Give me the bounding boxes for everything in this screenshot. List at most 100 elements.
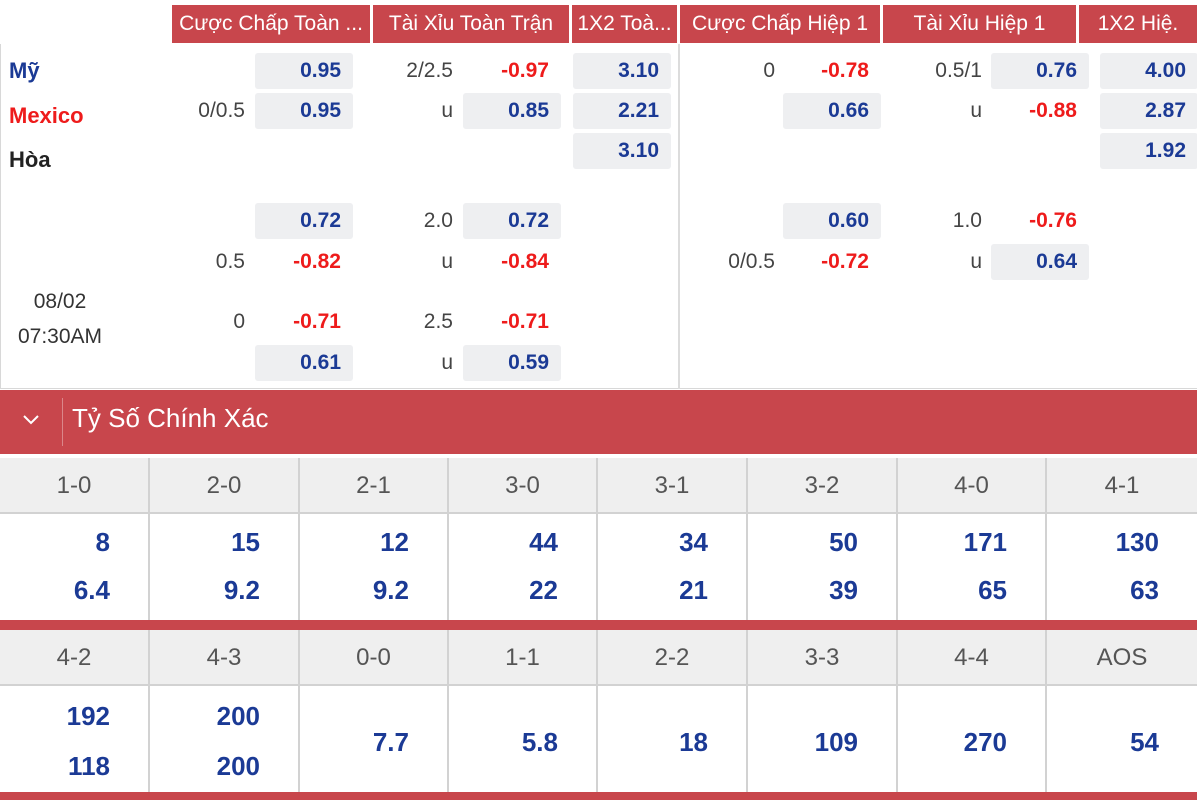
score-odd-a[interactable]: 34 bbox=[679, 527, 708, 557]
col-header-h1-over-under[interactable]: Tài Xỉu Hiệp 1 bbox=[883, 5, 1076, 43]
h1-ou-under-odd[interactable]: -0.88 bbox=[1029, 99, 1077, 122]
score-header: 2-1 bbox=[300, 458, 449, 514]
score-cell[interactable]: 15 9.2 bbox=[150, 514, 300, 620]
score-cell[interactable]: 130 63 bbox=[1047, 514, 1197, 620]
h1-hdp-line: 0 bbox=[763, 59, 775, 82]
ft-ou-under-label: u bbox=[441, 250, 453, 273]
ft-1x2-draw-odd[interactable]: 3.10 bbox=[573, 133, 671, 169]
score-cell[interactable]: 34 21 bbox=[598, 514, 748, 620]
ft-ou-under-odd[interactable]: 0.85 bbox=[463, 93, 561, 129]
score-odd-a[interactable]: 18 bbox=[679, 727, 708, 757]
score-odd-b[interactable]: 21 bbox=[679, 575, 708, 605]
score-cell[interactable]: 8 6.4 bbox=[0, 514, 150, 620]
score-cell[interactable]: 171 65 bbox=[898, 514, 1047, 620]
match-time: 07:30AM bbox=[17, 325, 103, 348]
score-odd-a[interactable]: 192 bbox=[66, 701, 110, 731]
score-odd-b[interactable]: 63 bbox=[1130, 575, 1159, 605]
score-cell[interactable]: 5.8 bbox=[449, 686, 598, 792]
h1-ou-under-odd[interactable]: 0.64 bbox=[991, 244, 1089, 280]
draw-label: Hòa bbox=[9, 147, 51, 172]
score-header: 3-3 bbox=[748, 630, 898, 686]
correct-score-grid-1: 1-0 2-0 2-1 3-0 3-1 3-2 4-0 4-1 8 6.4 15… bbox=[0, 458, 1197, 620]
ft-ou-over-odd[interactable]: -0.97 bbox=[501, 59, 549, 82]
section-title: Tỷ Số Chính Xác bbox=[72, 403, 269, 433]
h1-ou-over-odd[interactable]: 0.76 bbox=[991, 53, 1089, 89]
score-odd-b[interactable]: 118 bbox=[68, 751, 110, 781]
score-cell[interactable]: 50 39 bbox=[748, 514, 898, 620]
score-odd-a[interactable]: 109 bbox=[814, 727, 858, 757]
score-header: 4-1 bbox=[1047, 458, 1197, 514]
score-cell[interactable]: 7.7 bbox=[300, 686, 449, 792]
score-cell[interactable]: 270 bbox=[898, 686, 1047, 792]
score-odd-a[interactable]: 44 bbox=[529, 527, 558, 557]
toggle-divider bbox=[62, 398, 63, 446]
score-cell[interactable]: 54 bbox=[1047, 686, 1197, 792]
score-header: 1-0 bbox=[0, 458, 150, 514]
score-odd-a[interactable]: 7.7 bbox=[372, 727, 409, 757]
score-odd-a[interactable]: 130 bbox=[1115, 527, 1159, 557]
score-odd-a[interactable]: 171 bbox=[963, 527, 1007, 557]
score-odd-b[interactable]: 200 bbox=[216, 751, 260, 781]
h1-ou-under-label: u bbox=[970, 250, 982, 273]
score-cell[interactable]: 192 118 bbox=[0, 686, 150, 792]
h1-ou-line: 1.0 bbox=[952, 209, 982, 232]
col-header-ft-handicap[interactable]: Cược Chấp Toàn ... bbox=[172, 5, 370, 43]
score-odd-b[interactable]: 65 bbox=[978, 575, 1007, 605]
col-header-h1-1x2[interactable]: 1X2 Hiệ. bbox=[1079, 5, 1197, 43]
ft-ou-under-odd[interactable]: 0.59 bbox=[463, 345, 561, 381]
ft-1x2-away-odd[interactable]: 2.21 bbox=[573, 93, 671, 129]
score-cell[interactable]: 109 bbox=[748, 686, 898, 792]
score-odd-a[interactable]: 50 bbox=[829, 527, 858, 557]
ft-hdp-home-odd[interactable]: 0.95 bbox=[255, 53, 353, 89]
score-odd-a[interactable]: 12 bbox=[380, 527, 409, 557]
ft-hdp-home-odd[interactable]: -0.71 bbox=[293, 310, 341, 333]
half-divider bbox=[678, 44, 680, 389]
score-header: 3-0 bbox=[449, 458, 598, 514]
h1-hdp-home-odd[interactable]: -0.78 bbox=[821, 59, 869, 82]
team-away: Mexico bbox=[9, 103, 84, 128]
score-odd-b[interactable]: 22 bbox=[529, 575, 558, 605]
score-odd-b[interactable]: 6.4 bbox=[73, 575, 110, 605]
col-header-h1-handicap[interactable]: Cược Chấp Hiệp 1 bbox=[680, 5, 880, 43]
score-odd-a[interactable]: 15 bbox=[231, 527, 260, 557]
score-odd-a[interactable]: 8 bbox=[95, 527, 110, 557]
score-odd-a[interactable]: 54 bbox=[1130, 727, 1159, 757]
ft-ou-over-odd[interactable]: 0.72 bbox=[463, 203, 561, 239]
h1-1x2-draw-odd[interactable]: 1.92 bbox=[1100, 133, 1197, 169]
h1-hdp-away-odd[interactable]: -0.72 bbox=[821, 250, 869, 273]
score-header: 4-4 bbox=[898, 630, 1047, 686]
ft-hdp-away-odd[interactable]: 0.95 bbox=[255, 93, 353, 129]
score-cell[interactable]: 12 9.2 bbox=[300, 514, 449, 620]
score-header: 2-2 bbox=[598, 630, 748, 686]
h1-hdp-away-odd[interactable]: 0.66 bbox=[783, 93, 881, 129]
score-odd-a[interactable]: 5.8 bbox=[521, 727, 558, 757]
ft-ou-under-label: u bbox=[441, 99, 453, 122]
correct-score-section-bar[interactable]: Tỷ Số Chính Xác bbox=[0, 390, 1197, 454]
collapse-toggle[interactable] bbox=[0, 390, 62, 454]
score-odd-a[interactable]: 200 bbox=[216, 701, 260, 731]
ft-hdp-away-odd[interactable]: 0.61 bbox=[255, 345, 353, 381]
h1-hdp-home-odd[interactable]: 0.60 bbox=[783, 203, 881, 239]
ft-ou-over-odd[interactable]: -0.71 bbox=[501, 310, 549, 333]
score-odd-b[interactable]: 9.2 bbox=[223, 575, 260, 605]
ft-ou-under-odd[interactable]: -0.84 bbox=[501, 250, 549, 273]
ft-hdp-home-odd[interactable]: 0.72 bbox=[255, 203, 353, 239]
team-home: Mỹ bbox=[9, 58, 40, 83]
col-header-ft-1x2[interactable]: 1X2 Toà... bbox=[572, 5, 677, 43]
score-cell[interactable]: 44 22 bbox=[449, 514, 598, 620]
score-odd-b[interactable]: 39 bbox=[829, 575, 858, 605]
ft-1x2-home-odd[interactable]: 3.10 bbox=[573, 53, 671, 89]
h1-1x2-away-odd[interactable]: 2.87 bbox=[1100, 93, 1197, 129]
score-header: 1-1 bbox=[449, 630, 598, 686]
score-cell[interactable]: 18 bbox=[598, 686, 748, 792]
odds-header-row: Cược Chấp Toàn ... Tài Xỉu Toàn Trận 1X2… bbox=[0, 0, 1197, 44]
ft-hdp-away-odd[interactable]: -0.82 bbox=[293, 250, 341, 273]
score-odd-b[interactable]: 9.2 bbox=[372, 575, 409, 605]
h1-1x2-home-odd[interactable]: 4.00 bbox=[1100, 53, 1197, 89]
score-odd-a[interactable]: 270 bbox=[963, 727, 1007, 757]
h1-ou-over-odd[interactable]: -0.76 bbox=[1029, 209, 1077, 232]
col-header-ft-over-under[interactable]: Tài Xỉu Toàn Trận bbox=[373, 5, 569, 43]
ft-hdp-line: 0 bbox=[233, 310, 245, 333]
ft-hdp-line: 0/0.5 bbox=[198, 99, 245, 122]
score-cell[interactable]: 200 200 bbox=[150, 686, 300, 792]
